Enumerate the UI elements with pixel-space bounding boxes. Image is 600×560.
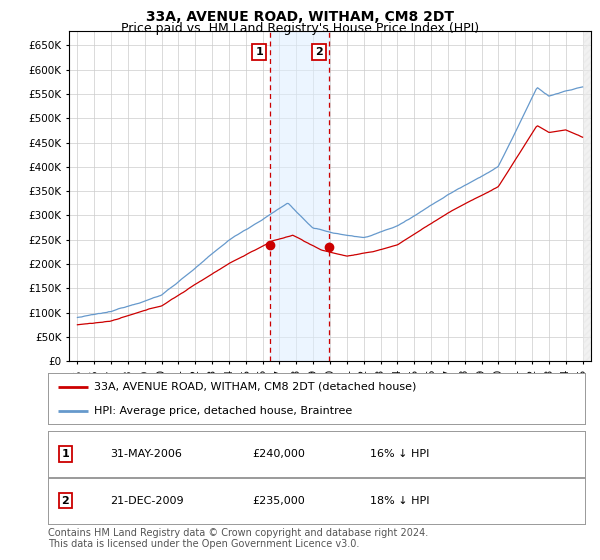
Text: 1: 1: [256, 47, 263, 57]
Text: £235,000: £235,000: [252, 496, 305, 506]
Text: 31-MAY-2006: 31-MAY-2006: [110, 449, 182, 459]
Text: Price paid vs. HM Land Registry's House Price Index (HPI): Price paid vs. HM Land Registry's House …: [121, 22, 479, 35]
Bar: [269, 31, 329, 361]
Text: 2: 2: [316, 47, 323, 57]
Text: 1: 1: [61, 449, 69, 459]
Text: 33A, AVENUE ROAD, WITHAM, CM8 2DT (detached house): 33A, AVENUE ROAD, WITHAM, CM8 2DT (detac…: [94, 382, 416, 392]
Text: 33A, AVENUE ROAD, WITHAM, CM8 2DT: 33A, AVENUE ROAD, WITHAM, CM8 2DT: [146, 10, 454, 24]
Text: 18% ↓ HPI: 18% ↓ HPI: [370, 496, 430, 506]
Text: HPI: Average price, detached house, Braintree: HPI: Average price, detached house, Brai…: [94, 405, 352, 416]
Bar: [583, 31, 591, 361]
Text: £240,000: £240,000: [252, 449, 305, 459]
Text: 21-DEC-2009: 21-DEC-2009: [110, 496, 184, 506]
Text: 16% ↓ HPI: 16% ↓ HPI: [370, 449, 430, 459]
Text: 2: 2: [61, 496, 69, 506]
Text: Contains HM Land Registry data © Crown copyright and database right 2024.
This d: Contains HM Land Registry data © Crown c…: [48, 528, 428, 549]
